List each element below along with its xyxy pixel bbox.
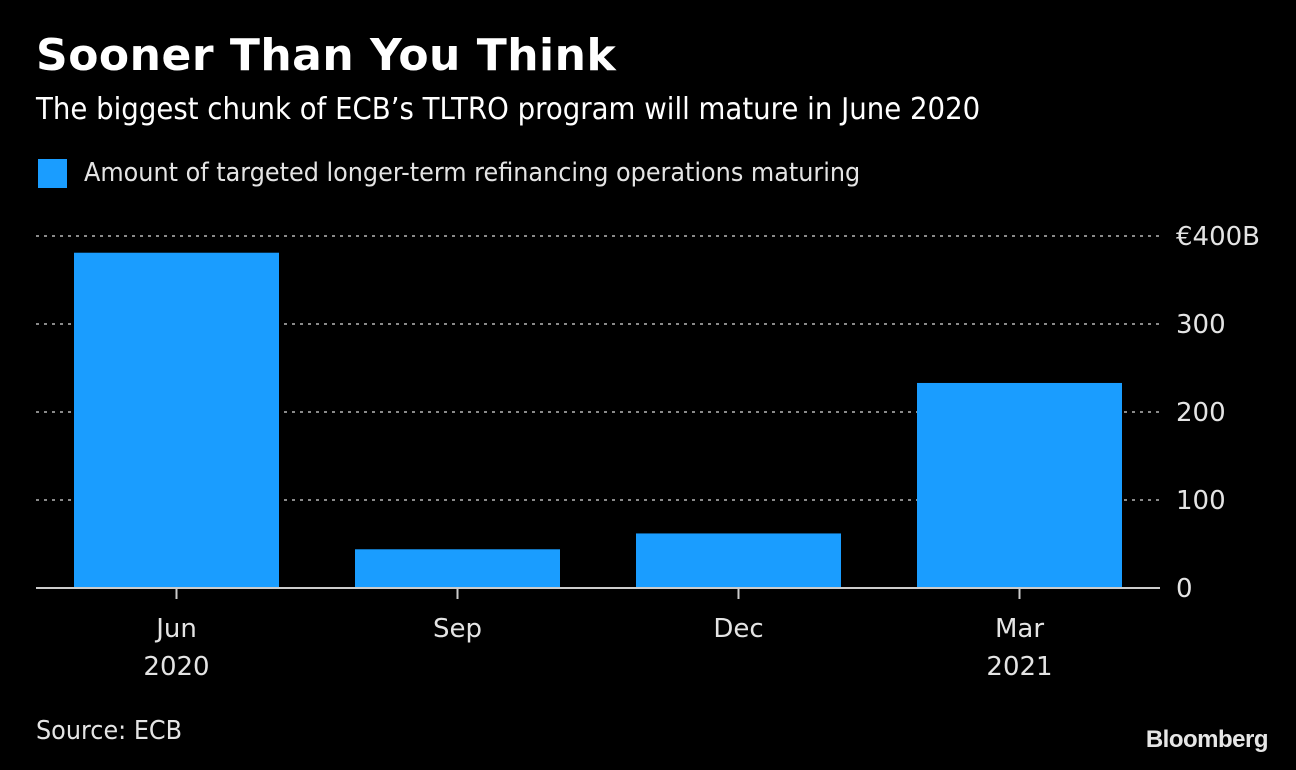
y-axis-labels: 0 100 200 300 €400B — [1176, 222, 1260, 604]
bar-dec — [636, 533, 841, 588]
bar-jun — [74, 252, 279, 588]
x-tick-label: Dec — [713, 614, 763, 644]
x-tick-year-label: 2021 — [986, 652, 1052, 682]
y-tick-label: 100 — [1176, 486, 1226, 516]
legend-swatch — [38, 158, 67, 188]
chart-title: Sooner Than You Think — [36, 30, 617, 81]
legend: Amount of targeted longer-term refinanci… — [38, 158, 928, 188]
source-note: Source: ECB — [36, 716, 183, 746]
y-tick-label: 0 — [1176, 574, 1193, 604]
legend-label: Amount of targeted longer-term refinanci… — [84, 158, 861, 188]
x-tick-label: Mar — [995, 614, 1044, 644]
bars — [74, 252, 1122, 588]
x-tick-label: Sep — [433, 614, 482, 644]
x-tick-year-label: 2020 — [143, 652, 209, 682]
x-axis-labels: Jun 2020 Sep Dec Mar 2021 — [143, 614, 1052, 682]
y-tick-label: 200 — [1176, 398, 1226, 428]
bloomberg-logo: Bloomberg — [1145, 726, 1269, 753]
x-axis — [36, 587, 1160, 599]
y-tick-label: 300 — [1176, 310, 1226, 340]
y-tick-label: €400B — [1176, 222, 1260, 252]
bar-mar — [917, 382, 1122, 588]
bar-sep — [355, 549, 560, 588]
chart-subtitle: The biggest chunk of ECB’s TLTRO program… — [36, 92, 981, 127]
x-tick-label: Jun — [154, 614, 197, 644]
